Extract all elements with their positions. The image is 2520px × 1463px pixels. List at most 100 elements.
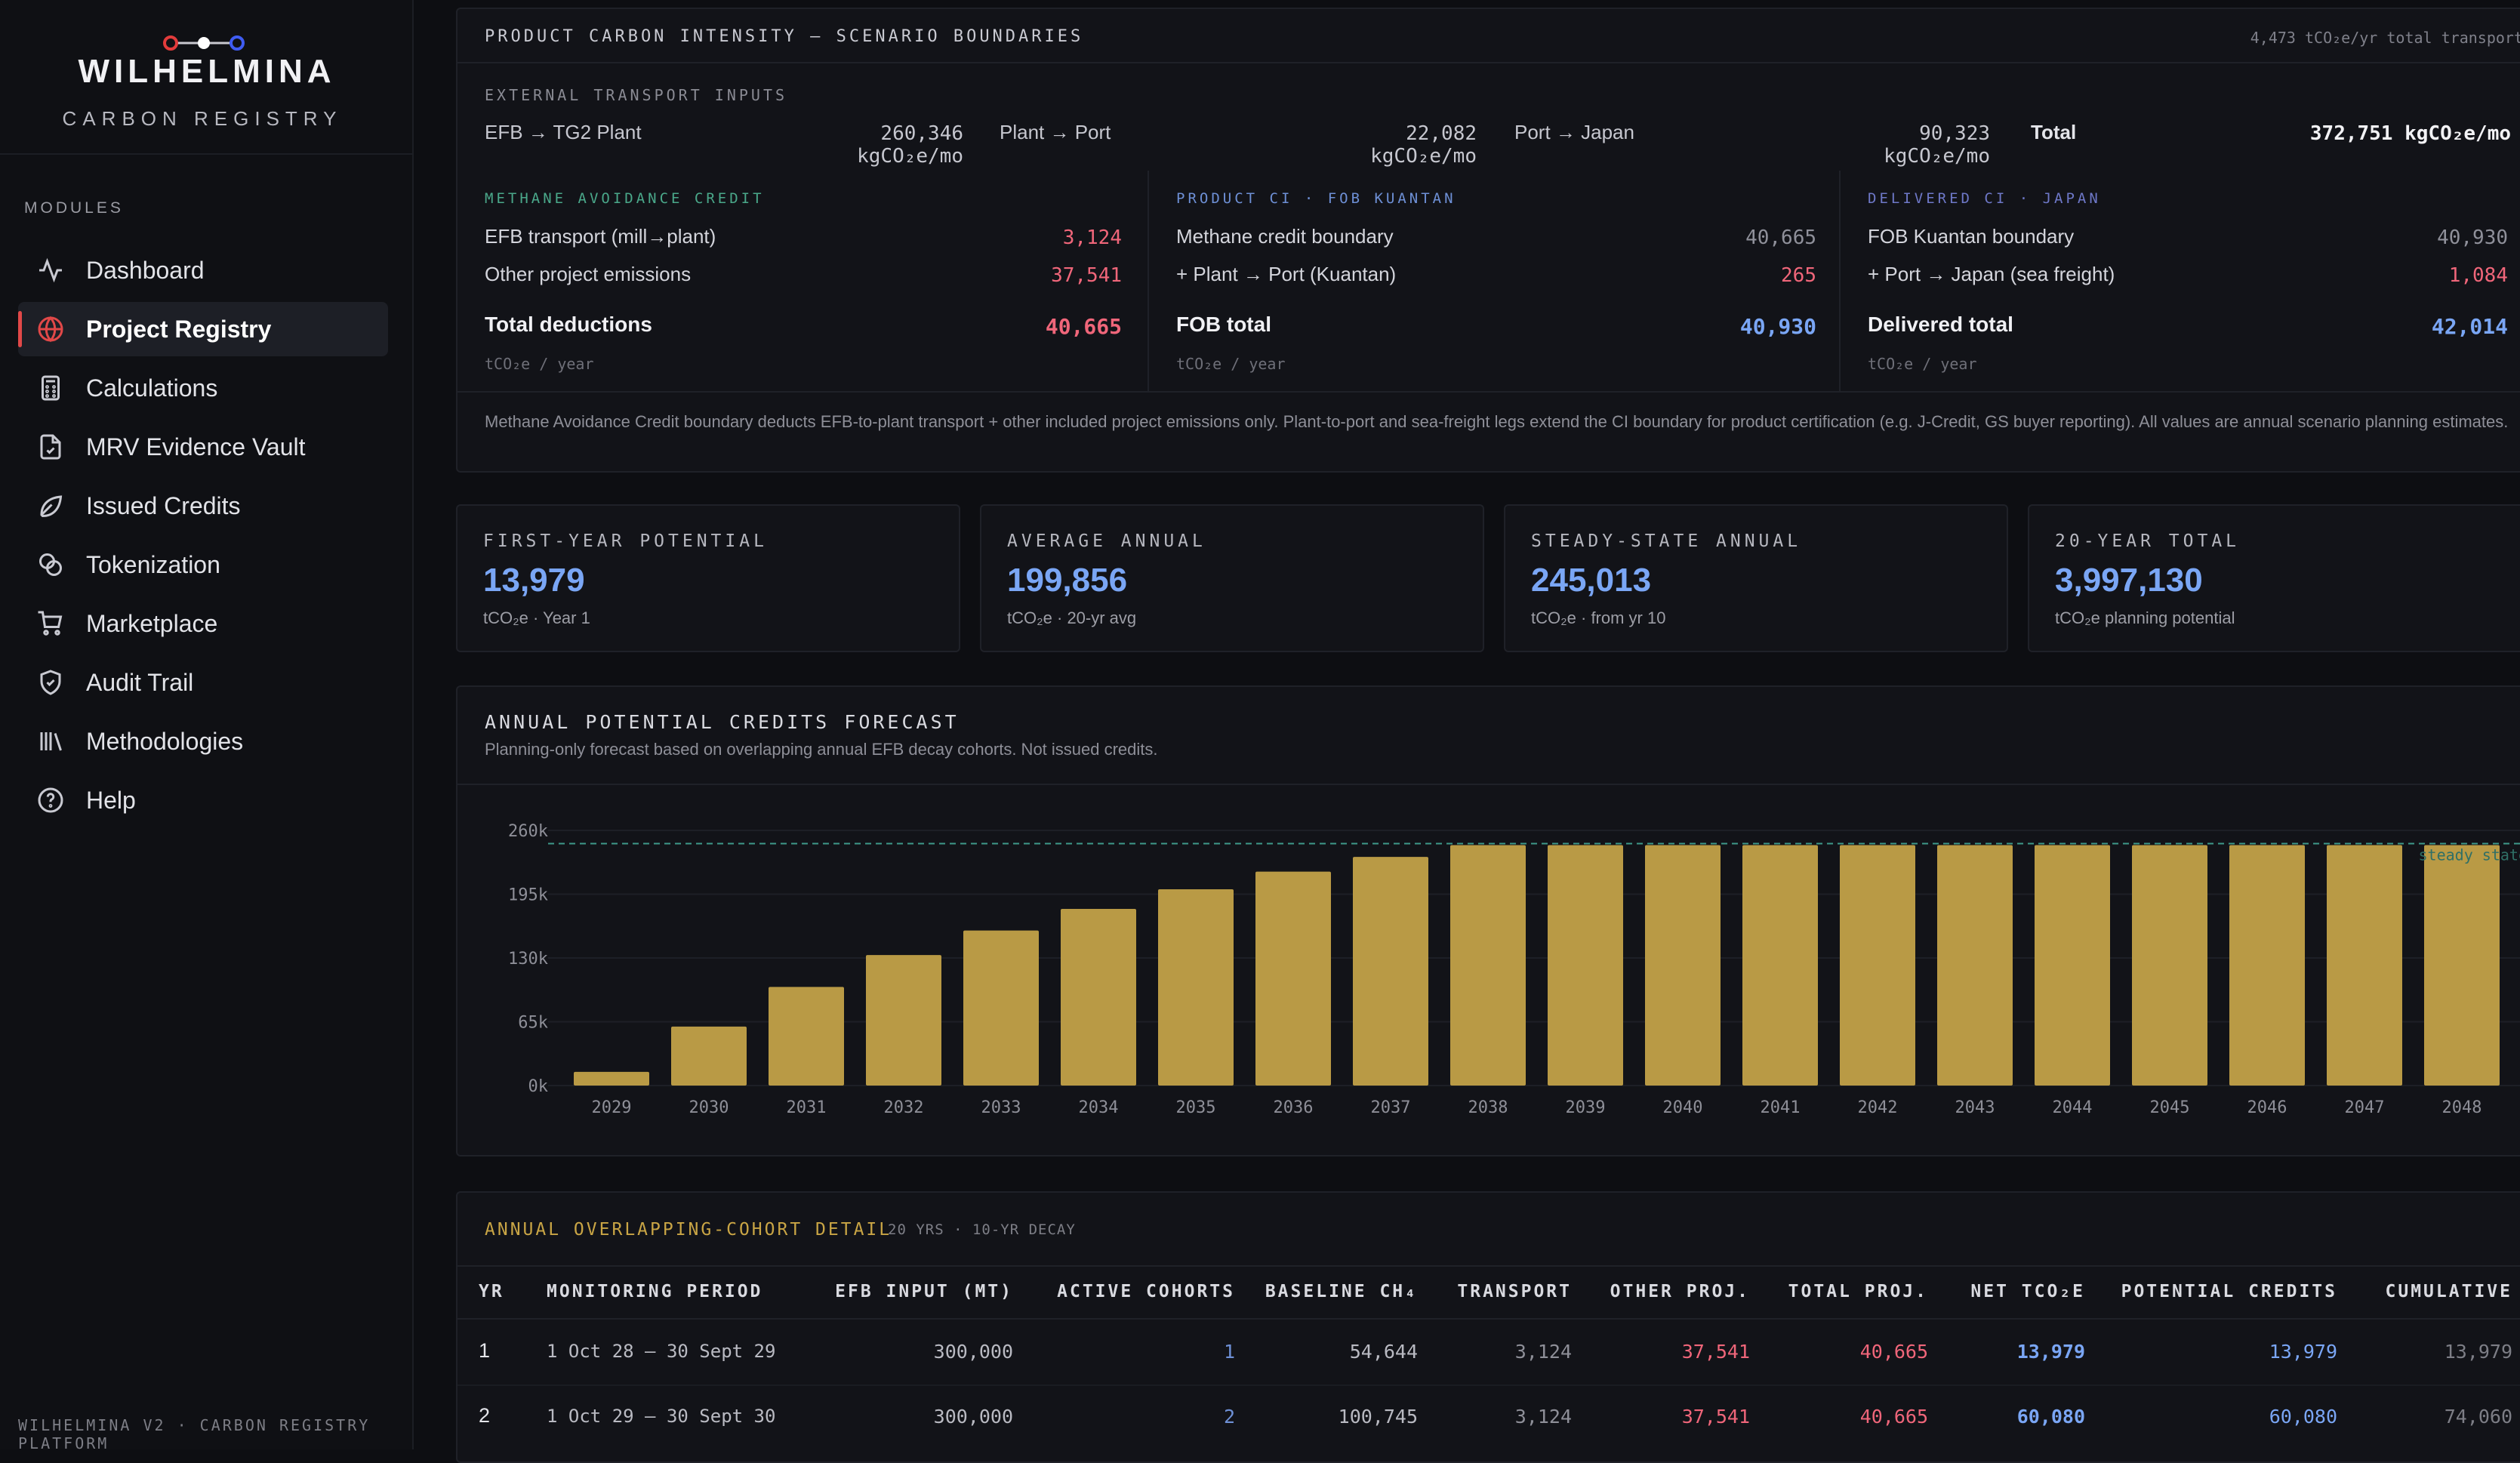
sidebar: WILHELMINA CARBON REGISTRY MODULES Dashb… (0, 0, 414, 1449)
sidebar-item-issued-credits[interactable]: Issued Credits (18, 479, 388, 533)
x-tick-label: 2032 (884, 1098, 924, 1117)
transport-value: 90,323 kgCO₂e/mo (1801, 122, 1990, 168)
cell-cumulative: 74,060 (2345, 1406, 2512, 1428)
sidebar-footer: WILHELMINA V2 · CARBON REGISTRY PLATFORM (18, 1416, 412, 1452)
cell-total-proj: 40,665 (1753, 1406, 1928, 1428)
x-tick-label: 2031 (787, 1098, 827, 1117)
column-header: TRANSPORT (1424, 1282, 1572, 1301)
cell-efb-input: 300,000 (805, 1341, 1013, 1363)
forecast-panel: ANNUAL POTENTIAL CREDITS FORECAST Planni… (456, 685, 2520, 1157)
row-value: 1,084 (2357, 264, 2508, 287)
row-value: 3,124 (971, 226, 1122, 249)
total-label: Delivered total (1868, 313, 2013, 337)
x-tick-label: 2044 (2053, 1098, 2093, 1117)
coins-icon (36, 550, 65, 579)
total-value: 40,665 (971, 314, 1122, 339)
sidebar-item-marketplace[interactable]: Marketplace (18, 596, 388, 651)
stat-sub: tCO₂e · from yr 10 (1531, 608, 1665, 628)
x-tick-label: 2029 (592, 1098, 632, 1117)
chart-bar (1645, 845, 1721, 1086)
divider (457, 1384, 2520, 1386)
cell-other-proj: 37,541 (1575, 1341, 1750, 1363)
cell-potential-credits: 13,979 (2096, 1341, 2337, 1363)
divider (1839, 171, 1841, 391)
x-tick-label: 2039 (1566, 1098, 1606, 1117)
cell-active-cohorts: 2 (1031, 1406, 1235, 1428)
x-tick-label: 2033 (981, 1098, 1021, 1117)
divider (1148, 171, 1149, 391)
column-header: TOTAL PROJ. (1753, 1282, 1928, 1301)
y-tick-label: 65k (518, 1014, 548, 1033)
shield-check-icon (36, 668, 65, 697)
stat-value: 245,013 (1531, 562, 1651, 599)
sidebar-item-mrv-evidence-vault[interactable]: MRV Evidence Vault (18, 420, 388, 474)
x-tick-label: 2038 (1468, 1098, 1508, 1117)
activity-icon (36, 256, 65, 285)
chart-bar (574, 1072, 649, 1086)
sidebar-item-help[interactable]: Help (18, 773, 388, 827)
divider (0, 153, 414, 155)
chart-bar (2424, 845, 2500, 1086)
total-value: 42,014 (2357, 314, 2508, 339)
cell-cumulative: 13,979 (2345, 1341, 2512, 1363)
x-tick-label: 2035 (1176, 1098, 1216, 1117)
chart-bar (866, 955, 941, 1086)
column-header: POTENTIAL CREDITS (2096, 1282, 2337, 1301)
sidebar-item-label: Dashboard (86, 257, 205, 285)
chart-bar (1937, 845, 2013, 1086)
divider (457, 1265, 2520, 1267)
unit-label: tCO₂e / year (485, 355, 594, 373)
column-header: ACTIVE COHORTS (1031, 1282, 1235, 1301)
modules-label: MODULES (24, 199, 124, 217)
chart-bar (1255, 872, 1331, 1086)
row-label: + Plant → Port (Kuantan) (1176, 263, 1396, 286)
sidebar-item-label: Audit Trail (86, 669, 193, 697)
chart-bar (963, 931, 1039, 1086)
transport-section-label: EXTERNAL TRANSPORT INPUTS (485, 86, 787, 104)
stat-value: 13,979 (483, 562, 585, 599)
cart-icon (36, 609, 65, 638)
x-tick-label: 2041 (1761, 1098, 1801, 1117)
stat-label: FIRST-YEAR POTENTIAL (483, 531, 768, 551)
sidebar-item-methodologies[interactable]: Methodologies (18, 714, 388, 768)
chart-bar (671, 1027, 747, 1086)
y-tick-label: 195k (508, 886, 548, 905)
row-value: 37,541 (971, 264, 1122, 287)
stat-sub: tCO₂e planning potential (2055, 608, 2235, 628)
cell-potential-credits: 60,080 (2096, 1406, 2337, 1428)
y-tick-label: 130k (508, 950, 548, 969)
cell-net: 60,080 (1934, 1406, 2085, 1428)
row-label: Other project emissions (485, 263, 691, 286)
divider (457, 62, 2520, 63)
chart-bar (2132, 845, 2207, 1086)
stat-card-average-annual: AVERAGE ANNUAL 199,856 tCO₂e · 20-yr avg (980, 504, 1484, 652)
cell-efb-input: 300,000 (805, 1406, 1013, 1428)
cohort-detail-panel: ANNUAL OVERLAPPING-COHORT DETAIL 20 YRS … (456, 1191, 2520, 1463)
sidebar-item-dashboard[interactable]: Dashboard (18, 243, 388, 297)
forecast-title: ANNUAL POTENTIAL CREDITS FORECAST (485, 711, 960, 733)
row-label: FOB Kuantan boundary (1868, 225, 2074, 248)
column-header: CUMULATIVE (2345, 1282, 2512, 1301)
column-header: NET TCO₂E (1934, 1282, 2085, 1301)
sidebar-item-label: Help (86, 787, 136, 815)
column-header: BASELINE CH₄ (1258, 1282, 1418, 1301)
sidebar-item-label: Methodologies (86, 728, 243, 756)
calculator-icon (36, 374, 65, 402)
x-tick-label: 2042 (1858, 1098, 1898, 1117)
stat-label: STEADY-STATE ANNUAL (1531, 531, 1801, 551)
y-tick-label: 260k (508, 822, 548, 841)
table-title: ANNUAL OVERLAPPING-COHORT DETAIL (485, 1220, 892, 1240)
sidebar-item-tokenization[interactable]: Tokenization (18, 537, 388, 592)
total-transport-note: 4,473 tCO₂e/yr total transport (2250, 29, 2520, 47)
sidebar-item-label: Calculations (86, 374, 217, 402)
sidebar-item-calculations[interactable]: Calculations (18, 361, 388, 415)
fob-ci-heading: PRODUCT CI · FOB KUANTAN (1176, 190, 1456, 207)
sidebar-item-project-registry[interactable]: Project Registry (18, 302, 388, 356)
column-header: YR (479, 1282, 504, 1301)
sidebar-item-audit-trail[interactable]: Audit Trail (18, 655, 388, 710)
x-tick-label: 2030 (689, 1098, 729, 1117)
x-tick-label: 2034 (1079, 1098, 1119, 1117)
x-tick-label: 2040 (1663, 1098, 1703, 1117)
x-tick-label: 2047 (2345, 1098, 2385, 1117)
